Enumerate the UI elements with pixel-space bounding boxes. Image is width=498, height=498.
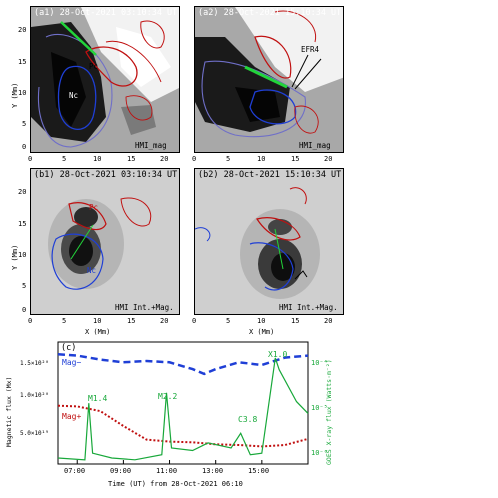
y-tick: 20 [18,188,27,196]
x-axis-label-b2: X (Mm) [249,328,275,336]
x-tick: 20 [324,317,333,325]
x-tick: 20 [160,317,169,325]
x-tick: 20 [160,155,169,163]
nc-label: Nc [87,266,97,275]
series-goes-line [57,357,309,461]
x-tick: 20 [324,155,333,163]
time-axis-label: Time (UT) from 28-Oct-2021 06:10 [108,480,243,488]
x-tick: 5 [62,317,67,325]
x-tick: 0 [28,317,33,325]
time-tick: 09:00 [110,467,132,475]
legend-mag-plus: Mag+ [62,412,82,421]
right-axis-label: GOES X-ray flux (Watts·m⁻²) [325,359,333,465]
panel-c-label: (c) [61,343,77,353]
y-tick: 0 [22,306,27,314]
intensity-b2 [195,169,343,314]
timeseries-chart [57,341,309,465]
y-tick: 20 [18,26,27,34]
y-tick: 0 [22,143,27,151]
nc-label: Nc [69,91,79,100]
flare-label-m22: M2.2 [158,392,178,401]
instrument-label: HMI_mag [299,141,331,150]
x-tick: 10 [93,317,102,325]
x-tick: 0 [28,155,33,163]
left-tick: 5.0×10¹⁹ [20,430,49,437]
pc-label: Pc [89,203,99,212]
panel-a2: (a2) 28-Oct-2021 15:10:34 UT EFR4 HMI_ma… [194,6,344,153]
series-mag-minus-line [57,352,309,376]
left-axis-label: Magnetic flux (Mx) [5,376,13,447]
panel-b2: (b2) 28-Oct-2021 15:10:34 UT HMI Int.+Ma… [194,168,344,315]
panel-a1-label: (a1) 28-Oct-2021 03:10:34 UT [34,8,178,18]
y-tick: 5 [22,120,27,128]
x-tick: 5 [226,317,231,325]
series-mag-plus-line [57,404,309,448]
panel-b2-label: (b2) 28-Oct-2021 15:10:34 UT [198,170,342,180]
intensity-b1 [31,169,179,314]
panel-b1: (b1) 28-Oct-2021 03:10:34 UT Pc Nc HMI I… [30,168,180,315]
flare-label-m14: M1.4 [88,394,108,403]
x-tick: 15 [291,317,300,325]
right-tick: 10⁻⁴ [311,359,328,367]
x-tick: 5 [226,155,231,163]
flare-label-c38: C3.8 [238,415,258,424]
time-tick: 13:00 [202,467,224,475]
x-tick: 15 [291,155,300,163]
left-tick: 1.5×10²⁰ [20,360,49,367]
time-tick: 15:00 [248,467,270,475]
y-tick: 15 [18,220,27,228]
x-tick: 5 [62,155,67,163]
legend-mag-minus: Mag− [62,358,82,367]
efr4-label: EFR4 [301,45,320,54]
y-tick: 10 [18,89,27,97]
y-tick: 15 [18,58,27,66]
time-tick: 07:00 [64,467,86,475]
instrument-label: HMI Int.+Mag. [115,303,174,312]
right-tick: 10⁻⁵ [311,404,328,412]
panel-b1-label: (b1) 28-Oct-2021 03:10:34 UT [34,170,178,180]
x-tick: 10 [257,317,266,325]
pc-label: Pc [89,62,99,71]
x-tick: 0 [192,155,197,163]
right-tick: 10⁻⁶ [311,449,328,457]
x-tick: 10 [257,155,266,163]
flare-label-x10: X1.0 [268,350,288,359]
x-tick: 0 [192,317,197,325]
x-tick: 10 [93,155,102,163]
y-tick: 5 [22,282,27,290]
x-tick: 15 [127,317,136,325]
y-tick: 10 [18,251,27,259]
instrument-label: HMI_mag [135,141,167,150]
left-tick: 1.0×10²⁰ [20,392,49,399]
panel-a1: (a1) 28-Oct-2021 03:10:34 UT Pc Nc HMI_m… [30,6,180,153]
panel-a2-label: (a2) 28-Oct-2021 15:10:34 UT [198,8,342,18]
magnetogram-a1 [31,7,179,152]
instrument-label: HMI Int.+Mag. [279,303,338,312]
time-tick: 11:00 [156,467,178,475]
x-tick: 15 [127,155,136,163]
magnetogram-a2 [195,7,343,152]
x-axis-label-b1: X (Mm) [85,328,111,336]
